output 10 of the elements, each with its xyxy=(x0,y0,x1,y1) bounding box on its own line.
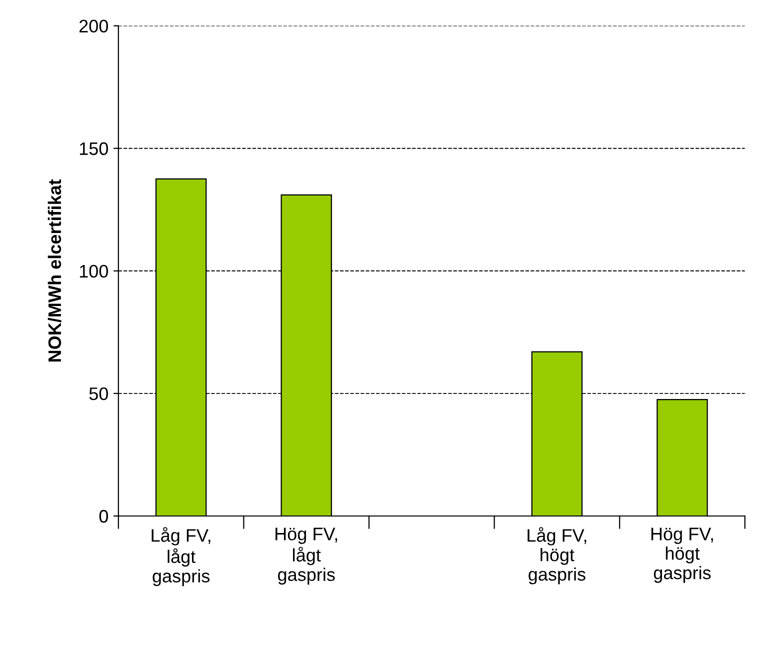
y-tick-label: 0 xyxy=(99,510,108,523)
y-tick-label: 150 xyxy=(80,142,108,156)
x-tick-label: Hög FV, lågt gaspris xyxy=(276,528,338,585)
y-tick-label: 100 xyxy=(80,264,108,278)
x-tick-label: Låg FV, lågt gaspris xyxy=(152,527,210,586)
y-axis-title: NOK/MWh elcertifikat xyxy=(48,179,62,362)
y-tick-label: 200 xyxy=(79,20,108,33)
y-tick-label: 50 xyxy=(89,387,108,400)
x-tick-label: Låg FV, högt gaspris xyxy=(528,527,586,584)
x-tick-label: Hög FV, högt gaspris xyxy=(651,528,713,583)
